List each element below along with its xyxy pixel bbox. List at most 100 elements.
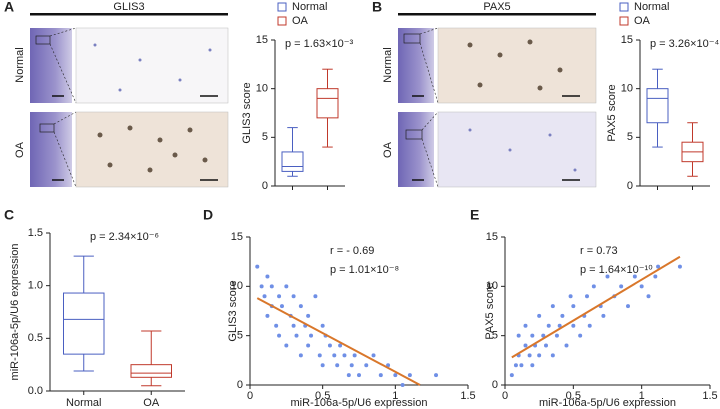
point: [591, 284, 596, 289]
point: [557, 323, 562, 328]
point: [601, 313, 606, 318]
point: [298, 353, 303, 358]
x-tick-label: Normal: [66, 397, 101, 409]
x-tick-label: 0: [247, 390, 253, 402]
fit-line: [256, 297, 421, 386]
point: [313, 294, 318, 299]
micrograph: [398, 112, 434, 187]
point: [527, 353, 532, 358]
y-tick-label: 5: [262, 131, 268, 143]
y-axis-label: GLIS3 score: [227, 280, 239, 341]
point: [306, 313, 311, 318]
y-tick-label: 5: [492, 330, 498, 342]
point: [317, 353, 322, 358]
legend-swatch: [619, 16, 629, 26]
point: [578, 333, 583, 338]
row-label: Normal: [14, 47, 26, 82]
y-tick-label: 1.5: [28, 227, 43, 239]
y-tick-label: 15: [621, 34, 633, 46]
micrograph: [75, 111, 229, 188]
point: [335, 363, 340, 368]
point: [541, 333, 546, 338]
row-label: OA: [14, 141, 26, 158]
x-tick-label: OA: [143, 397, 160, 409]
point: [342, 353, 347, 358]
point: [298, 304, 303, 309]
point: [291, 294, 296, 299]
point: [279, 304, 284, 309]
annotation: p = 3.26×10⁻⁴: [650, 38, 720, 50]
micrograph: [398, 28, 434, 103]
point: [546, 323, 551, 328]
zoom-box: [39, 123, 55, 133]
annotation: r = - 0.69: [330, 245, 374, 257]
panel-letter: A: [4, 0, 14, 15]
point: [571, 323, 576, 328]
panel-letter: B: [372, 0, 382, 15]
point: [262, 294, 267, 299]
legend-swatch: [619, 2, 629, 12]
point: [386, 363, 391, 368]
point: [544, 343, 548, 348]
box: [281, 151, 304, 172]
point: [564, 343, 569, 348]
micrograph-group-a: [30, 13, 229, 188]
point: [530, 363, 535, 368]
point: [309, 333, 314, 338]
x-axis-label: miR-106a-5p/U6 expression: [291, 397, 428, 409]
point: [255, 264, 260, 269]
point: [294, 333, 299, 338]
legend-swatch: [277, 16, 287, 26]
y-tick-label: 0: [627, 180, 633, 192]
y-tick-label: 1.0: [28, 280, 43, 292]
point: [393, 373, 398, 378]
annotation: p = 1.64×10⁻¹⁰: [580, 264, 653, 276]
y-tick-label: 10: [231, 280, 243, 292]
point: [259, 284, 264, 289]
point: [585, 294, 589, 299]
y-tick-label: 0.0: [28, 385, 43, 397]
point: [560, 313, 565, 318]
zoom-lines: [419, 27, 439, 188]
y-tick-label: 0: [237, 379, 243, 391]
point: [550, 304, 555, 309]
point: [587, 323, 592, 328]
y-tick-label: 5: [627, 131, 633, 143]
x-tick-label: 1: [392, 390, 398, 402]
point: [519, 363, 524, 368]
point: [332, 353, 337, 358]
y-axis-label: GLIS3 score: [241, 82, 253, 143]
y-tick-label: 0: [262, 180, 268, 192]
panel-letter: D: [203, 207, 213, 223]
point: [349, 363, 354, 368]
point: [619, 284, 624, 289]
point: [274, 323, 279, 328]
micrograph: [437, 27, 597, 104]
point: [537, 313, 542, 318]
row-label: Normal: [382, 47, 394, 82]
marker-label: PAX5: [483, 1, 510, 13]
header-bar: [398, 13, 596, 16]
point: [338, 343, 343, 348]
point: [653, 274, 658, 279]
point: [571, 304, 576, 309]
scale-bars: [412, 95, 580, 181]
y-axis-label: PAX5 score: [484, 282, 496, 339]
y-tick-label: 10: [256, 83, 268, 95]
point: [284, 284, 289, 289]
point: [407, 373, 412, 378]
point: [364, 363, 369, 368]
zoom-box: [403, 33, 421, 44]
micrograph: [30, 28, 72, 103]
marker-label: GLIS3: [113, 1, 144, 13]
point: [523, 343, 528, 348]
point: [639, 284, 644, 289]
point: [523, 323, 528, 328]
point: [400, 383, 405, 387]
box: [63, 292, 105, 355]
zoom-lines: [49, 27, 77, 188]
point: [554, 333, 559, 338]
box: [646, 88, 669, 124]
